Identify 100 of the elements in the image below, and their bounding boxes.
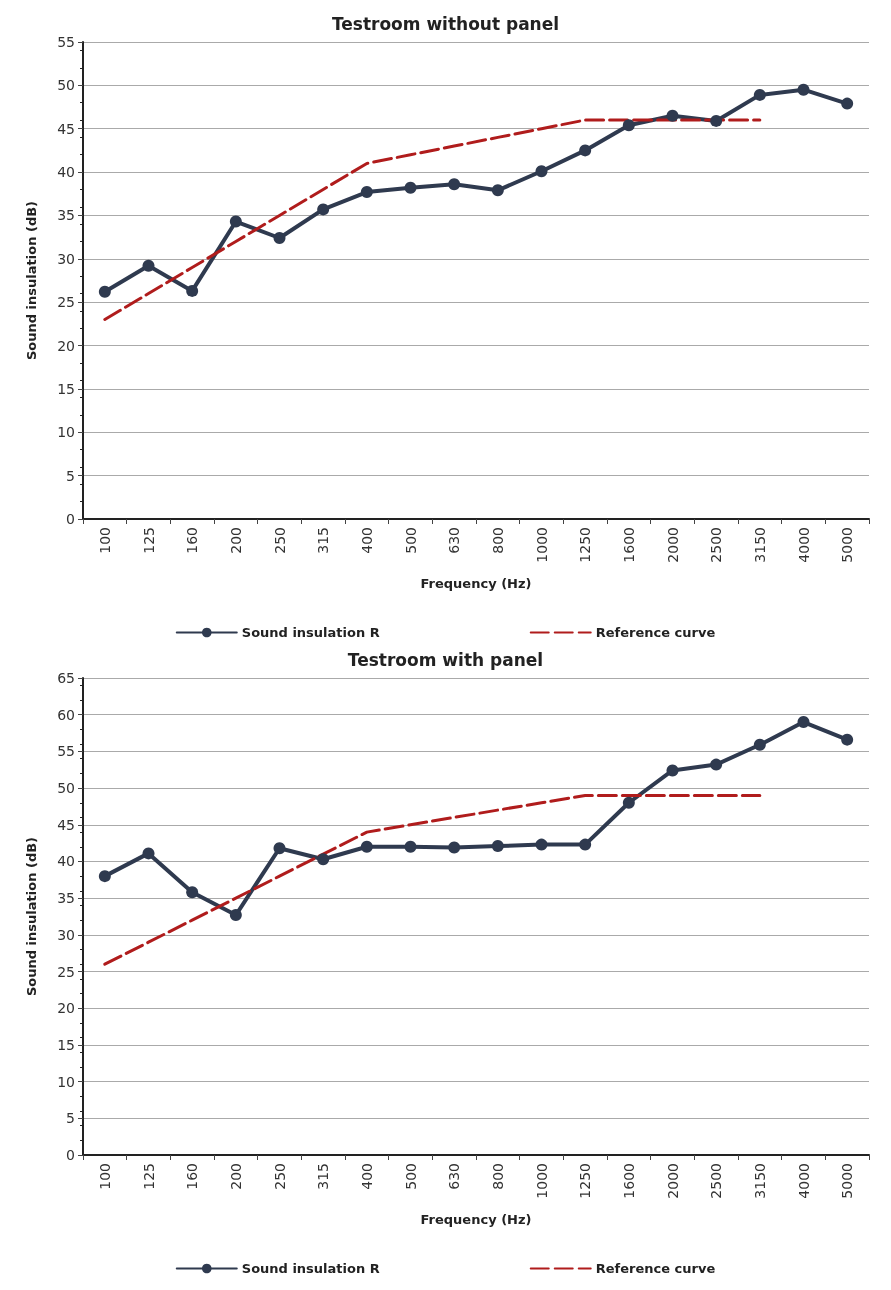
x-tick-label: 2000 [664, 1163, 681, 1199]
x-axis-title: Frequency (Hz) [420, 576, 532, 591]
x-tick-label: 1600 [620, 527, 637, 563]
point [448, 841, 461, 854]
y-tick-label: 5 [66, 1110, 75, 1127]
x-tick-label: 3150 [751, 1163, 768, 1199]
legend-label: Reference curve [595, 1261, 716, 1276]
y-tick-label: 20 [57, 1000, 75, 1017]
y-tick-label: 0 [66, 511, 75, 527]
point [317, 203, 330, 216]
x-tick-label: 500 [402, 527, 419, 554]
x-tick-label: 2500 [708, 1163, 725, 1199]
point [710, 758, 723, 771]
x-tick-label: 1000 [533, 527, 550, 563]
point [753, 88, 766, 101]
x-tick-label: 2000 [664, 527, 681, 563]
x-tick-label: 2500 [708, 527, 725, 563]
point [579, 838, 592, 851]
y-tick-label: 15 [57, 1036, 75, 1053]
point [535, 838, 548, 851]
x-tick-label: 100 [96, 1163, 113, 1190]
y-tick-label: 20 [57, 337, 75, 354]
point [535, 165, 548, 178]
x-tick-label: 100 [96, 527, 113, 554]
y-tick-label: 35 [57, 890, 75, 907]
point [317, 853, 330, 866]
x-tick-label: 200 [227, 527, 244, 554]
point [360, 840, 373, 853]
y-tick-label: 35 [57, 207, 75, 224]
x-tick-label: 500 [402, 1163, 419, 1190]
point [273, 232, 286, 244]
x-tick-label: 250 [271, 527, 288, 554]
x-tick-label: 4000 [795, 1163, 812, 1199]
x-tick-label: 315 [315, 527, 332, 554]
point [491, 840, 504, 853]
chart-title: Testroom without panel [331, 13, 560, 34]
point [404, 840, 417, 853]
legend-label: Sound insulation R [241, 1261, 380, 1276]
x-tick-label: 200 [227, 1163, 244, 1190]
chart-title: Testroom with panel [347, 649, 544, 670]
point [404, 181, 417, 194]
y-tick-label: 10 [57, 1073, 75, 1090]
y-axis-title: Sound insulation (dB) [24, 200, 39, 361]
point [841, 733, 854, 746]
x-tick-label: 1250 [577, 527, 594, 563]
y-tick-label: 15 [57, 380, 75, 397]
point [142, 259, 155, 272]
x-tick-label: 400 [358, 1163, 375, 1190]
y-tick-label: 65 [57, 670, 75, 686]
x-tick-label: 3150 [751, 527, 768, 563]
y-tick-label: 45 [57, 816, 75, 833]
x-tick-label: 5000 [839, 1163, 856, 1199]
point [186, 284, 199, 297]
x-tick-label: 800 [489, 527, 506, 554]
x-tick-label: 1600 [620, 1163, 637, 1199]
point [448, 178, 461, 191]
y-tick-label: 55 [57, 34, 75, 50]
x-axis-title: Frequency (Hz) [420, 1212, 532, 1227]
x-tick-label: 400 [358, 527, 375, 554]
point [229, 215, 242, 228]
point [841, 97, 854, 110]
y-tick-label: 40 [57, 853, 75, 870]
point [186, 886, 199, 899]
point [98, 870, 111, 883]
y-tick-label: 30 [57, 926, 75, 943]
x-tick-label: 250 [271, 1163, 288, 1190]
x-tick-label: 5000 [839, 527, 856, 563]
x-tick-label: 160 [184, 527, 201, 554]
point [491, 184, 504, 197]
point [273, 842, 286, 855]
x-tick-label: 1000 [533, 1163, 550, 1199]
point [753, 738, 766, 751]
y-tick-label: 30 [57, 250, 75, 267]
x-tick-label: 630 [446, 1163, 463, 1190]
legend-label: Sound insulation R [241, 625, 380, 640]
y-tick-label: 10 [57, 424, 75, 441]
line-series [103, 793, 762, 966]
y-tick-label: 60 [57, 706, 75, 723]
y-tick-label: 50 [57, 780, 75, 797]
point [622, 796, 635, 809]
y-tick-label: 55 [57, 743, 75, 760]
y-tick-label: 25 [57, 294, 75, 311]
x-tick-label: 4000 [795, 527, 812, 563]
point [622, 119, 635, 132]
point [666, 109, 679, 122]
point [710, 114, 723, 127]
point [666, 764, 679, 777]
point [579, 144, 592, 157]
x-tick-label: 800 [489, 1163, 506, 1190]
point [142, 847, 155, 860]
y-tick-label: 40 [57, 164, 75, 181]
point [229, 909, 242, 922]
point [360, 186, 373, 199]
y-tick-label: 5 [66, 467, 75, 484]
y-axis-title: Sound insulation (dB) [24, 836, 39, 997]
x-tick-label: 315 [315, 1163, 332, 1190]
x-tick-label: 1250 [577, 1163, 594, 1199]
y-tick-label: 0 [66, 1147, 75, 1163]
point [797, 83, 810, 96]
x-tick-label: 630 [446, 527, 463, 554]
